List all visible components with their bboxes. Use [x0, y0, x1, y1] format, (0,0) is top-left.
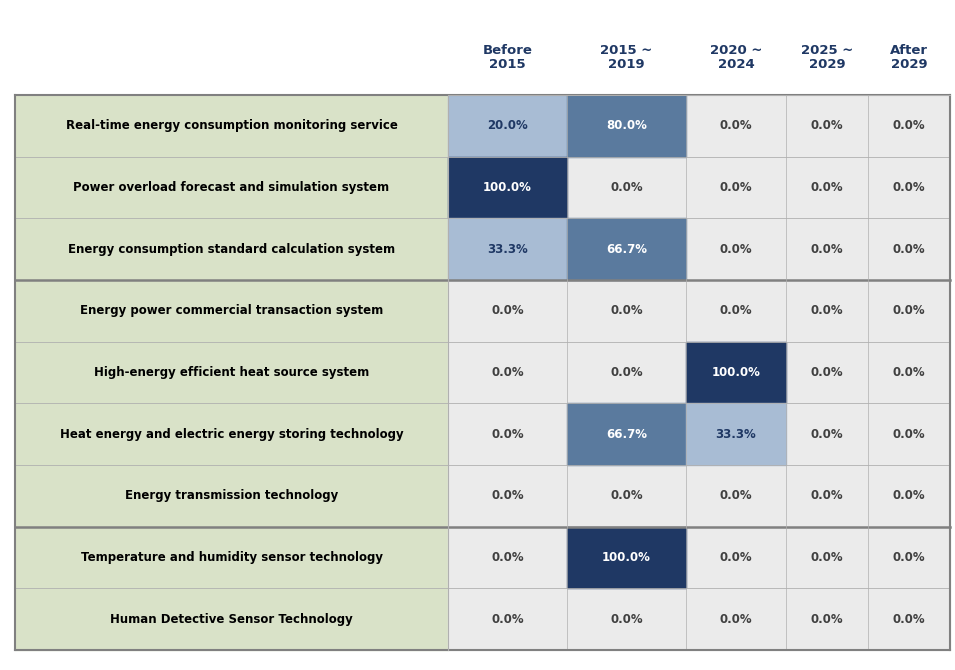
- Text: 0.0%: 0.0%: [610, 181, 643, 194]
- Text: 0.0%: 0.0%: [811, 119, 843, 133]
- Text: 100.0%: 100.0%: [602, 551, 651, 564]
- Text: 0.0%: 0.0%: [893, 612, 925, 626]
- Text: 0.0%: 0.0%: [720, 243, 753, 256]
- Text: Power overload forecast and simulation system: Power overload forecast and simulation s…: [74, 181, 390, 194]
- Text: 0.0%: 0.0%: [720, 119, 753, 133]
- Text: 20.0%: 20.0%: [487, 119, 528, 133]
- Text: 100.0%: 100.0%: [711, 366, 760, 379]
- Text: 0.0%: 0.0%: [491, 489, 523, 502]
- Text: 0.0%: 0.0%: [720, 489, 753, 502]
- Bar: [15, 342, 448, 403]
- Text: 0.0%: 0.0%: [491, 366, 523, 379]
- Bar: [15, 280, 448, 342]
- Text: 0.0%: 0.0%: [811, 181, 843, 194]
- Bar: [448, 95, 567, 157]
- Bar: [686, 403, 786, 465]
- Text: 0.0%: 0.0%: [491, 427, 523, 441]
- Bar: [15, 157, 448, 218]
- Text: 2020 ~
2024: 2020 ~ 2024: [710, 44, 762, 72]
- Text: 0.0%: 0.0%: [811, 366, 843, 379]
- Text: 66.7%: 66.7%: [606, 243, 647, 256]
- Bar: [448, 465, 950, 527]
- Text: 0.0%: 0.0%: [811, 612, 843, 626]
- Bar: [448, 218, 567, 280]
- Text: 33.3%: 33.3%: [487, 243, 528, 256]
- Text: 2015 ~
2019: 2015 ~ 2019: [601, 44, 652, 72]
- Text: 0.0%: 0.0%: [811, 551, 843, 564]
- Bar: [567, 527, 686, 588]
- Text: 0.0%: 0.0%: [893, 243, 925, 256]
- Text: 0.0%: 0.0%: [491, 551, 523, 564]
- Text: Human Detective Sensor Technology: Human Detective Sensor Technology: [110, 612, 353, 626]
- Text: Heat energy and electric energy storing technology: Heat energy and electric energy storing …: [60, 427, 403, 441]
- Text: Energy consumption standard calculation system: Energy consumption standard calculation …: [68, 243, 395, 256]
- Bar: [448, 218, 950, 280]
- Bar: [448, 95, 950, 157]
- Text: 0.0%: 0.0%: [811, 489, 843, 502]
- Text: 0.0%: 0.0%: [610, 612, 643, 626]
- Text: 100.0%: 100.0%: [483, 181, 532, 194]
- Text: 0.0%: 0.0%: [720, 304, 753, 318]
- Bar: [448, 157, 567, 218]
- Bar: [448, 342, 950, 403]
- Text: 0.0%: 0.0%: [491, 612, 523, 626]
- Text: 0.0%: 0.0%: [893, 489, 925, 502]
- Bar: [448, 588, 950, 650]
- Bar: [567, 218, 686, 280]
- Text: 2025 ~
2029: 2025 ~ 2029: [801, 44, 853, 72]
- Bar: [15, 465, 448, 527]
- Text: 0.0%: 0.0%: [610, 366, 643, 379]
- Text: 0.0%: 0.0%: [720, 551, 753, 564]
- Bar: [15, 20, 950, 95]
- Bar: [567, 403, 686, 465]
- Text: 0.0%: 0.0%: [893, 551, 925, 564]
- Text: 0.0%: 0.0%: [610, 304, 643, 318]
- Text: Energy transmission technology: Energy transmission technology: [125, 489, 338, 502]
- Bar: [15, 403, 448, 465]
- Text: 0.0%: 0.0%: [893, 119, 925, 133]
- Text: Real-time energy consumption monitoring service: Real-time energy consumption monitoring …: [66, 119, 397, 133]
- Bar: [448, 280, 950, 342]
- Text: 0.0%: 0.0%: [811, 427, 843, 441]
- Text: 33.3%: 33.3%: [715, 427, 756, 441]
- Text: 0.0%: 0.0%: [491, 304, 523, 318]
- Text: 80.0%: 80.0%: [606, 119, 647, 133]
- Bar: [15, 527, 448, 588]
- Text: 0.0%: 0.0%: [893, 304, 925, 318]
- Bar: [686, 342, 786, 403]
- Text: 0.0%: 0.0%: [811, 243, 843, 256]
- Bar: [448, 403, 950, 465]
- Bar: [15, 95, 448, 157]
- Text: After
2029: After 2029: [890, 44, 928, 72]
- Text: 0.0%: 0.0%: [893, 366, 925, 379]
- Text: 66.7%: 66.7%: [606, 427, 647, 441]
- Bar: [15, 588, 448, 650]
- Bar: [448, 527, 950, 588]
- Bar: [448, 157, 950, 218]
- Text: High-energy efficient heat source system: High-energy efficient heat source system: [94, 366, 370, 379]
- Text: Energy power commercial transaction system: Energy power commercial transaction syst…: [80, 304, 383, 318]
- Text: 0.0%: 0.0%: [720, 181, 753, 194]
- Bar: [567, 95, 686, 157]
- Text: 0.0%: 0.0%: [893, 181, 925, 194]
- Text: 0.0%: 0.0%: [811, 304, 843, 318]
- Text: 0.0%: 0.0%: [720, 612, 753, 626]
- Text: Temperature and humidity sensor technology: Temperature and humidity sensor technolo…: [80, 551, 383, 564]
- Text: 0.0%: 0.0%: [893, 427, 925, 441]
- Text: Before
2015: Before 2015: [482, 44, 533, 72]
- Text: 0.0%: 0.0%: [610, 489, 643, 502]
- Bar: [15, 218, 448, 280]
